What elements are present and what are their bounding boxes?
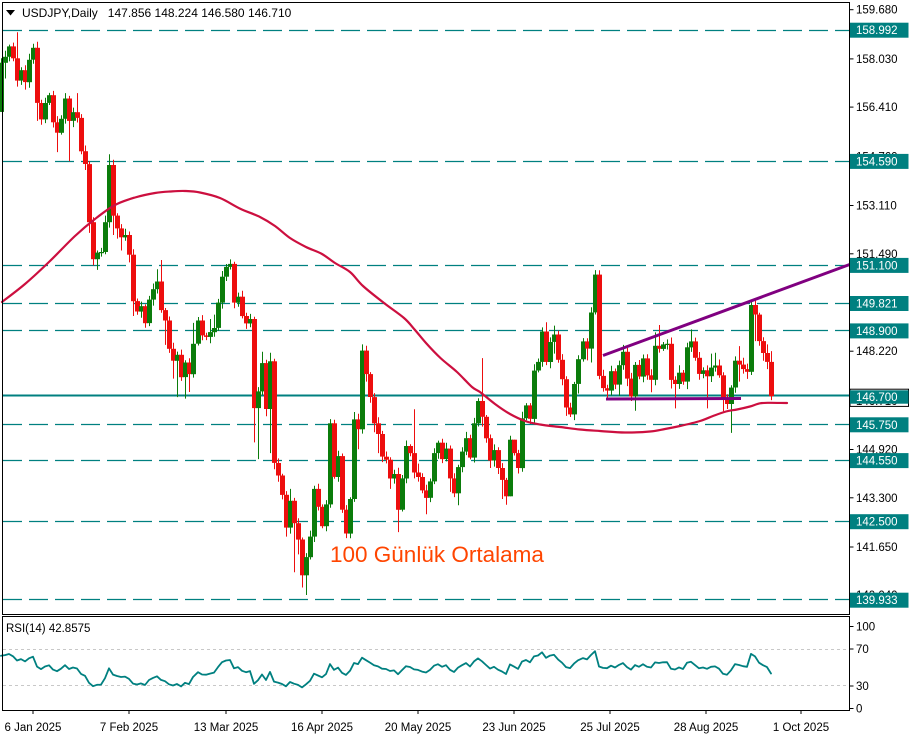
- svg-text:RSI(14) 42.8575: RSI(14) 42.8575: [6, 623, 90, 635]
- svg-text:148.220: 148.220: [856, 346, 898, 358]
- svg-text:156.410: 156.410: [856, 102, 898, 114]
- svg-text:142.500: 142.500: [856, 517, 898, 529]
- svg-text:143.300: 143.300: [856, 493, 898, 505]
- svg-text:146.700: 146.700: [856, 392, 898, 404]
- svg-text:100 Günlük Ortalama: 100 Günlük Ortalama: [330, 542, 544, 567]
- svg-text:144.550: 144.550: [856, 456, 898, 468]
- svg-text:23 Jun 2025: 23 Jun 2025: [482, 722, 545, 734]
- svg-text:20 May 2025: 20 May 2025: [385, 722, 452, 734]
- svg-text:149.821: 149.821: [856, 299, 898, 311]
- svg-text:16 Apr 2025: 16 Apr 2025: [291, 722, 353, 734]
- svg-text:154.590: 154.590: [856, 156, 898, 168]
- svg-text:139.933: 139.933: [856, 595, 898, 607]
- svg-text:13 Mar 2025: 13 Mar 2025: [194, 722, 259, 734]
- svg-text:1 Oct 2025: 1 Oct 2025: [773, 722, 829, 734]
- svg-text:0: 0: [856, 704, 862, 716]
- svg-text:70: 70: [856, 644, 869, 656]
- svg-text:28 Aug 2025: 28 Aug 2025: [674, 722, 739, 734]
- svg-text:159.680: 159.680: [856, 5, 898, 17]
- svg-text:100: 100: [856, 622, 875, 634]
- svg-text:30: 30: [856, 681, 869, 693]
- svg-text:153.110: 153.110: [856, 201, 897, 213]
- svg-text:151.490: 151.490: [856, 249, 898, 261]
- svg-text:7 Feb 2025: 7 Feb 2025: [100, 722, 158, 734]
- svg-text:141.650: 141.650: [856, 542, 898, 554]
- svg-text:151.100: 151.100: [856, 260, 898, 272]
- svg-text:158.992: 158.992: [856, 25, 898, 37]
- svg-text:USDJPY,Daily 147.856 148.224: USDJPY,Daily 147.856 148.224 146.580 146…: [22, 6, 292, 20]
- svg-text:158.030: 158.030: [856, 54, 898, 66]
- svg-text:6 Jan 2025: 6 Jan 2025: [5, 722, 62, 734]
- svg-text:148.900: 148.900: [856, 326, 898, 338]
- svg-text:25 Jul 2025: 25 Jul 2025: [580, 722, 639, 734]
- svg-text:145.750: 145.750: [856, 420, 898, 432]
